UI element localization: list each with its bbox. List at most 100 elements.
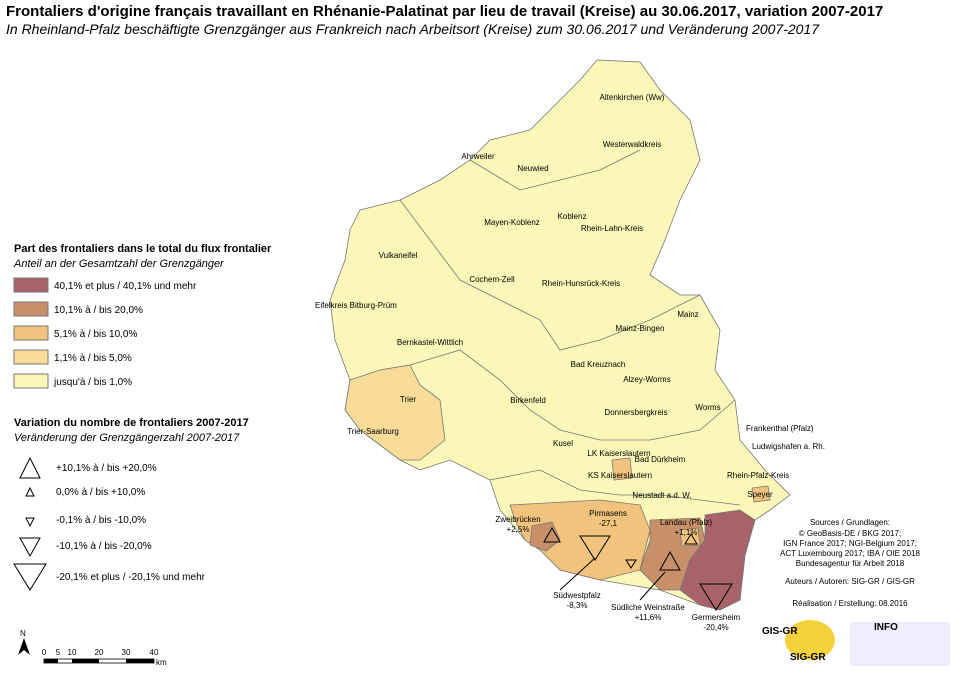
variation-value: +1,1% — [675, 528, 698, 537]
subtitle: In Rheinland-Pfalz beschäftigte Grenzgän… — [6, 21, 820, 37]
district-label: Neustadt a.d. W. — [632, 491, 691, 500]
district-label: Westerwaldkreis — [603, 140, 662, 149]
district-label: Alzey-Worms — [623, 375, 670, 384]
scale-label: 10 — [68, 648, 77, 657]
legend-triangle — [25, 486, 35, 497]
scale-bar — [18, 638, 155, 664]
title: Frontaliers d'origine français travailla… — [6, 3, 883, 20]
district-label: Neuwied — [517, 164, 548, 173]
legend-label: -0,1% à / bis -10,0% — [56, 515, 146, 526]
logo-shapes — [785, 620, 950, 666]
logo-text: GIS-GR — [762, 626, 798, 637]
district-label: Speyer — [747, 490, 773, 499]
border — [469, 149, 641, 191]
triangle — [684, 533, 698, 545]
legend-swatch — [13, 325, 49, 341]
legend-title: Part des frontaliers dans le total du fl… — [14, 243, 272, 255]
north-label: N — [20, 629, 26, 638]
district-label: Bad Dürkheim — [635, 455, 686, 464]
north-arrow — [18, 638, 30, 655]
district-label: Ludwigshafen a. Rh. — [752, 442, 825, 451]
triangle — [543, 526, 561, 543]
region — [344, 364, 446, 461]
scale-bar-rect — [126, 659, 154, 663]
district-label: Frankenthal (Pfalz) — [746, 424, 814, 433]
district-label: Mayen-Koblenz — [484, 218, 540, 227]
scale-label: 30 — [122, 648, 131, 657]
legend-swatch — [13, 349, 49, 365]
district-label: Vulkaneifel — [379, 251, 418, 260]
triangle — [579, 535, 611, 561]
triangle — [699, 583, 733, 611]
source-text: © GeoBasis-DE / BKG 2017; — [799, 529, 901, 538]
district-label: Kusel — [553, 439, 573, 448]
district-label: Mainz — [677, 310, 698, 319]
legend-label: 10,1% à / bis 20,0% — [54, 305, 143, 316]
legend-label: -20,1% et plus / -20,1% und mehr — [56, 572, 206, 583]
legend-triangle — [13, 563, 47, 591]
district-label: Worms — [695, 403, 720, 412]
legend-label: 1,1% à / bis 5,0% — [54, 353, 132, 364]
source-text: IGN France 2017; NGI-Belgium 2017; — [783, 539, 917, 548]
legend-swatch — [13, 373, 49, 389]
triangle — [659, 550, 681, 571]
legend-triangle — [25, 517, 35, 528]
legend-triangle — [19, 537, 41, 558]
region — [611, 457, 633, 481]
source-text: ACT Luxembourg 2017; IBA / OIE 2018 — [780, 549, 920, 558]
logo-shape — [850, 622, 950, 666]
variation-name: Zweibrücken — [495, 515, 540, 524]
source-text: Auteurs / Autoren: SIG-GR / GIS-GR — [785, 577, 915, 586]
district-label: Mainz-Bingen — [616, 324, 665, 333]
district-label: Trier — [400, 395, 416, 404]
source-text: Sources / Grundlagen: — [810, 518, 890, 527]
district-label: Rhein-Pfalz-Kreis — [727, 471, 789, 480]
district-label: Bernkastel-Wittlich — [397, 338, 463, 347]
legend-subtitle: Anteil an der Gesamtzahl der Grenzgänger — [13, 258, 225, 270]
variation-value: +2,5% — [507, 525, 530, 534]
variation-value: -8,3% — [567, 601, 588, 610]
district-label: Birkenfeld — [510, 396, 546, 405]
legend-label: 40,1% et plus / 40,1% und mehr — [54, 281, 197, 292]
district-label: KS Kaiserslautern — [588, 471, 652, 480]
district-label: Bad Kreuznach — [571, 360, 626, 369]
scale-unit: km — [156, 658, 167, 667]
scale-label: 0 — [42, 648, 47, 657]
district-label: Rhein-Lahn-Kreis — [581, 224, 643, 233]
scale-bar-rect — [44, 659, 58, 663]
variation-value: -27,1 — [599, 519, 618, 528]
leader — [639, 571, 666, 601]
variation-name: Südwestpfalz — [553, 591, 601, 600]
legend-title: Variation du nombre de frontaliers 2007-… — [14, 417, 249, 429]
region — [679, 509, 756, 611]
variation-name: Landau (Pfalz) — [660, 518, 712, 527]
district-label: Trier-Saarburg — [347, 427, 399, 436]
legend-subtitle: Veränderung der Grenzgängerzahl 2007-201… — [14, 432, 240, 444]
district-label: Cochem-Zell — [469, 275, 515, 284]
logo-shape — [785, 620, 835, 660]
region — [509, 499, 651, 581]
border — [489, 469, 741, 506]
legend-label: 0,0% à / bis +10,0% — [56, 487, 145, 498]
district-label: LK Kaiserslautern — [587, 449, 650, 458]
logo-text: INFO — [874, 622, 898, 633]
district-label: Koblenz — [558, 212, 587, 221]
triangle — [625, 559, 637, 569]
triangles — [13, 456, 733, 611]
variation-value: -20,4% — [703, 623, 728, 632]
legend-swatch — [13, 277, 49, 293]
logo-text: SIG-GR — [790, 652, 826, 663]
scale-label: 40 — [150, 648, 159, 657]
legend-swatch — [13, 301, 49, 317]
scale-bar-rect — [72, 659, 99, 663]
source-text: Bundesagentur für Arbeit 2018 — [796, 559, 905, 568]
border — [399, 199, 701, 351]
scale-label: 5 — [56, 648, 61, 657]
variation-value: +11,6% — [635, 613, 662, 622]
source-text: Réalisation / Erstellung: 08.2016 — [792, 599, 908, 608]
legend-label: 5,1% à / bis 10,0% — [54, 329, 137, 340]
district-label: Donnersbergkreis — [604, 408, 667, 417]
border — [409, 349, 736, 441]
scale-label: 20 — [95, 648, 104, 657]
